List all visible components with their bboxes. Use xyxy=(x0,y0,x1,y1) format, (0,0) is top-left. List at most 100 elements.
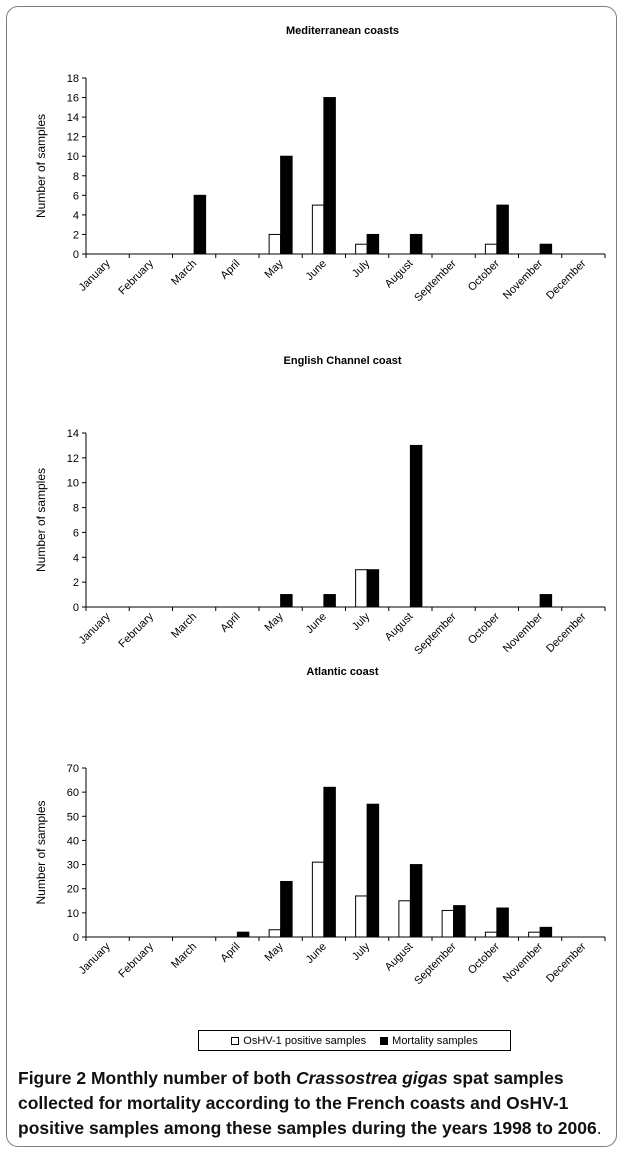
atlantic-bar-mortality xyxy=(280,880,293,938)
english-channel-category-label: February xyxy=(116,610,156,650)
mediterranean-y-axis-label: Number of samples xyxy=(34,114,48,218)
mediterranean-y-tick-label: 16 xyxy=(67,93,79,105)
legend-swatch-white xyxy=(231,1036,240,1045)
mediterranean-bar-mortality xyxy=(366,233,380,255)
mediterranean-y-tick-label: 8 xyxy=(73,171,79,183)
atlantic-category-label: April xyxy=(218,941,242,965)
english-channel-chart-title: English Channel coast xyxy=(284,355,402,367)
atlantic-chart-title: Atlantic coast xyxy=(306,666,378,678)
atlantic-y-tick-label: 0 xyxy=(73,932,79,944)
mediterranean-y-tick-label: 10 xyxy=(67,151,79,163)
english-channel-category-label: March xyxy=(169,611,199,641)
atlantic-category-label: March xyxy=(169,941,199,971)
english-channel-bar-mortality xyxy=(366,569,380,608)
english-channel-y-axis-label: Number of samples xyxy=(34,468,48,572)
mediterranean-category-label: June xyxy=(304,258,329,283)
mediterranean-y-tick-label: 18 xyxy=(67,73,79,85)
mediterranean-y-tick-label: 0 xyxy=(73,249,79,261)
mediterranean-category-label: May xyxy=(263,257,287,281)
mediterranean-category-label: March xyxy=(169,258,199,288)
atlantic-bar-mortality xyxy=(366,803,380,938)
mediterranean-bar-oshv1 xyxy=(311,204,325,255)
mediterranean-category-label: January xyxy=(77,257,114,294)
legend-label-oshv1: OsHV-1 positive samples xyxy=(243,1034,367,1047)
english-channel-category-label: July xyxy=(350,610,373,633)
english-channel-y-tick-label: 12 xyxy=(67,453,79,465)
figure-caption: Figure 2 Monthly number of both Crassost… xyxy=(18,1066,613,1141)
caption-end: . xyxy=(596,1118,602,1138)
atlantic-bar-oshv1 xyxy=(311,861,325,938)
atlantic-bar-mortality xyxy=(409,864,423,938)
atlantic-bar-oshv1 xyxy=(268,929,282,938)
mediterranean-y-tick-label: 6 xyxy=(73,190,79,202)
atlantic-bar-oshv1 xyxy=(355,895,368,938)
chart-english-channel: English Channel coast 0 2 4 6 8 10 12 14 Number o… xyxy=(34,355,606,657)
atlantic-category-label: August xyxy=(383,941,416,974)
atlantic-category-label: May xyxy=(263,940,287,964)
caption-text-1: Monthly number of both xyxy=(86,1068,297,1088)
mediterranean-bar-oshv1 xyxy=(268,233,282,255)
atlantic-category-label: January xyxy=(77,940,114,977)
english-channel-category-label: August xyxy=(383,611,416,644)
mediterranean-category-label: October xyxy=(466,257,502,293)
mediterranean-category-label: December xyxy=(544,257,589,302)
english-channel-y-tick-label: 10 xyxy=(67,478,79,490)
mediterranean-bar-oshv1 xyxy=(484,243,498,255)
english-channel-y-tick-label: 14 xyxy=(67,428,79,440)
atlantic-category-label: September xyxy=(412,940,459,987)
mediterranean-bar-mortality xyxy=(539,243,553,255)
english-channel-y-tick-label: 4 xyxy=(73,552,79,564)
english-channel-category-label: January xyxy=(77,610,114,647)
mediterranean-category-label: April xyxy=(218,258,242,282)
mediterranean-bar-mortality xyxy=(323,97,336,255)
english-channel-bar-mortality xyxy=(323,594,336,608)
atlantic-bar-oshv1 xyxy=(484,931,498,938)
mediterranean-category-label: February xyxy=(116,257,156,297)
chart-mediterranean: Mediterranean coasts 0 2 4 6 8 10 12 14 16 18 Numbe… xyxy=(34,25,606,304)
mediterranean-category-label: September xyxy=(412,257,459,304)
atlantic-category-label: December xyxy=(544,940,589,985)
chart-legend: OsHV-1 positive samples Mortality sample… xyxy=(198,1030,511,1051)
english-channel-category-label: April xyxy=(218,611,242,635)
atlantic-y-tick-label: 30 xyxy=(67,860,79,872)
atlantic-bar-mortality xyxy=(496,907,509,938)
mediterranean-bar-mortality xyxy=(280,155,293,255)
atlantic-bar-mortality xyxy=(539,926,553,938)
figure-frame xyxy=(6,6,617,1147)
english-channel-bar-mortality xyxy=(409,444,423,608)
atlantic-bar-mortality xyxy=(453,905,466,938)
atlantic-category-label: July xyxy=(350,940,373,963)
caption-lead: Figure 2 xyxy=(18,1068,87,1088)
atlantic-category-label: June xyxy=(304,941,329,966)
atlantic-y-axis-label: Number of samples xyxy=(34,800,48,904)
legend-swatch-black xyxy=(380,1036,389,1045)
legend-item-mortality: Mortality samples xyxy=(380,1035,478,1047)
atlantic-y-tick-label: 20 xyxy=(67,884,79,896)
english-channel-bar-mortality xyxy=(539,594,553,608)
mediterranean-bar-oshv1 xyxy=(355,243,368,255)
english-channel-bar-oshv1 xyxy=(355,569,368,608)
english-channel-y-tick-label: 2 xyxy=(73,577,79,589)
atlantic-bar-oshv1 xyxy=(441,909,455,938)
mediterranean-y-tick-label: 12 xyxy=(67,132,79,144)
atlantic-y-tick-label: 70 xyxy=(67,763,79,775)
mediterranean-y-tick-label: 4 xyxy=(73,210,79,222)
atlantic-category-label: November xyxy=(501,940,546,985)
english-channel-category-label: June xyxy=(304,611,329,636)
mediterranean-category-label: November xyxy=(501,257,546,302)
english-channel-category-label: October xyxy=(466,610,502,646)
mediterranean-bar-mortality xyxy=(193,194,207,255)
chart-atlantic: Atlantic coast 0 10 20 30 40 50 60 70 Number of s… xyxy=(34,666,606,987)
english-channel-category-label: November xyxy=(501,610,546,655)
atlantic-category-label: February xyxy=(116,940,156,980)
mediterranean-y-tick-label: 14 xyxy=(67,112,79,124)
mediterranean-chart-title: Mediterranean coasts xyxy=(286,25,399,37)
caption-text-2: spat samples collected for mortality acc… xyxy=(18,1068,597,1138)
mediterranean-bar-mortality xyxy=(496,204,509,255)
mediterranean-y-tick-label: 2 xyxy=(73,229,79,241)
english-channel-y-tick-label: 0 xyxy=(73,602,79,614)
english-channel-bar-mortality xyxy=(280,594,293,608)
atlantic-bar-oshv1 xyxy=(528,931,541,938)
atlantic-y-tick-label: 60 xyxy=(67,787,79,799)
atlantic-bar-mortality xyxy=(236,931,250,938)
